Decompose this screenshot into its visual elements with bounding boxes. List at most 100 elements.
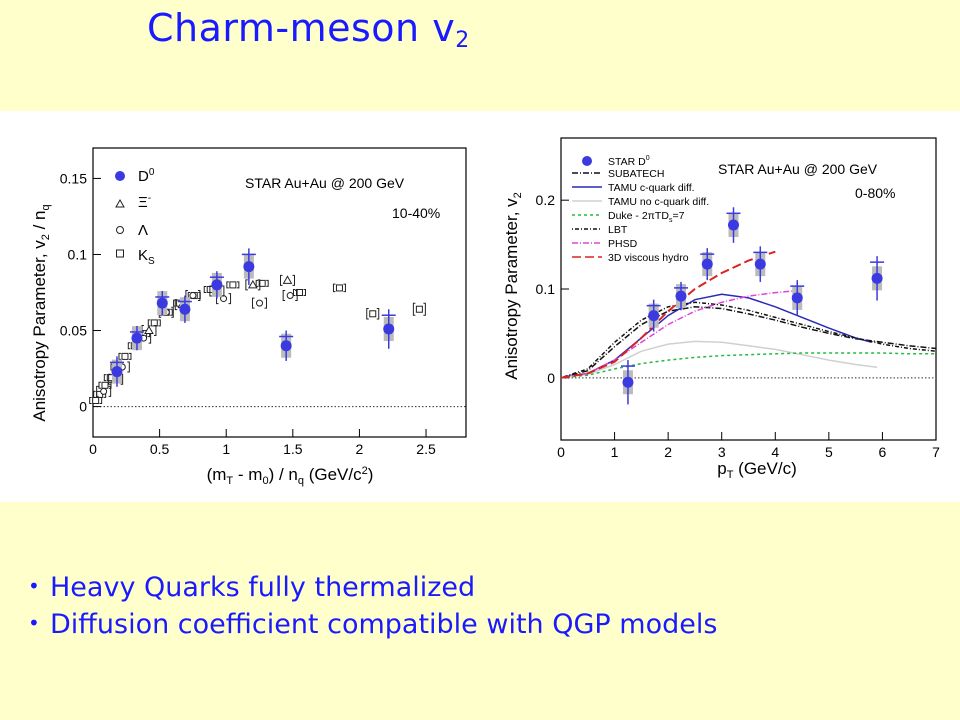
xi-point [247,279,258,289]
d0-point [211,279,223,291]
xi-syst-bracket [279,274,295,286]
right-x-tick-label: 0 [557,444,565,460]
model-curve [560,290,797,379]
chart-left-v2-vs-mt: 0 0.5 1 1.5 2 2.5 0 0.05 0.1 0.15 D0 Ξ- Λ KS STAR Au… [30,147,467,487]
lambda-point [100,387,108,395]
star-d0-point [701,258,713,270]
legend-lambda-label: Λ [138,222,148,239]
d0-point [280,340,292,352]
right-x-tick-label: 2 [664,444,672,460]
right-y-tick-label: 0.1 [536,281,556,297]
left-annotation: 10-40% [392,205,440,221]
xi-point [144,325,154,335]
right-text: STAR Au+Au @ 200 GeV 0-80% [718,161,895,201]
bullet-dot-icon: • [28,574,40,598]
model-curve [560,306,937,379]
bullet-dot-icon: • [28,611,40,635]
ks-point [229,281,237,289]
bullet-item: • Heavy Quarks fully thermalized [28,572,717,603]
model-curve [560,340,878,379]
star-d0-point [675,290,687,302]
lambda-syst-bracket [96,385,112,397]
left-x-tick-label: 1 [222,441,230,457]
legend-star-d0-label: STAR D0 [608,155,650,168]
ks-syst-bracket [292,289,306,296]
legend-model-label: PHSD [608,238,638,250]
slide-title-text: Charm-meson v [147,6,456,50]
bullet-list: • Heavy Quarks fully thermalized • Diffusi… [28,572,717,646]
bullet-text: Heavy Quarks fully thermalized [50,572,476,603]
legend-model-label: Duke - 2πTDs=7 [608,210,685,224]
left-x-tick-label: 0.5 [150,441,170,457]
ks-syst-bracket [118,352,132,360]
ks-point [369,310,377,318]
ks-point [258,279,266,287]
ks-syst-bracket [226,281,240,289]
star-d0-point [728,219,739,231]
ks-point [121,352,129,360]
right-y-tick-label: 0.2 [536,192,556,208]
right-annotation: 0-80% [855,185,895,201]
xi-syst-bracket [245,279,261,291]
legend-model-label: SUBATECH [608,168,664,180]
legend-model-label: 3D viscous hydro [608,252,689,264]
slide-title-subscript: 2 [455,28,470,53]
left-y-tick-label: 0 [79,399,87,415]
left-title: STAR Au+Au @ 200 GeV [245,175,405,191]
legend-model-label: TAMU c-quark diff. [608,182,695,194]
ks-syst-bracket [255,279,269,287]
star-d0-point [791,292,803,304]
left-x-tick-label: 2 [356,441,364,457]
lambda-point [256,299,264,307]
d0-point [179,303,191,315]
left-x-tick-label: 2.5 [416,441,436,457]
d0-point [383,323,395,335]
star-d0-point [622,376,634,388]
left-legend: D0 Ξ- Λ KS [115,167,155,267]
model-curve [560,301,937,379]
left-plot-area: 0 0.5 1 1.5 2 2.5 0 0.05 0.1 0.15 [60,147,467,457]
left-frame [92,147,467,438]
left-text: STAR Au+Au @ 200 GeV 10-40% [245,175,440,221]
ks-point [150,319,158,327]
left-y-tick-label: 0.1 [68,246,88,262]
d0-point [156,297,168,309]
model-curve [560,352,936,379]
ks-syst-bracket [332,283,346,293]
ks-syst-bracket [98,381,112,389]
ks-syst-bracket [412,302,426,316]
model-curve [560,293,872,379]
lambda-syst-bracket [282,290,298,302]
ks-point [101,381,109,389]
ks-point [415,305,423,313]
figure-panel: 0 0.5 1 1.5 2 2.5 0 0.05 0.1 0.15 D0 Ξ- Λ KS STAR Au… [0,111,960,502]
d0-point [131,332,143,344]
right-x-tick-label: 3 [718,444,726,460]
legend-xi-symbol [115,198,125,208]
left-xlabel: (mT - m0) / nq (GeV/c2) [207,465,374,487]
legend-star-d0-symbol [582,156,592,166]
xi-point [282,275,293,284]
legend-model-label: LBT [608,224,628,236]
bullet-item: • Diffusion coefficient compatible with Q… [28,609,717,640]
lambda-point [286,292,294,300]
ks-point [92,396,100,404]
right-x-tick-label: 5 [825,444,833,460]
model-curve [560,250,776,379]
ks-point [295,289,303,296]
xi-syst-bracket [209,285,225,297]
legend-ks-label: KS [138,247,155,267]
right-x-tick-label: 4 [771,444,779,460]
bullet-text: Diffusion coefficient compatible with QG… [50,609,718,640]
ks-syst-bracket [366,308,380,320]
star-d0-point [648,310,660,322]
left-x-tick-label: 0 [89,441,97,457]
left-marks: D0 Ξ- Λ KS [89,167,426,404]
d0-point [111,366,123,378]
slide-title: Charm-meson v2 [147,6,470,53]
left-y-tick-label: 0.05 [60,323,87,339]
legend-d0-label: D0 [138,167,155,185]
left-x-tick-label: 1.5 [283,441,303,457]
